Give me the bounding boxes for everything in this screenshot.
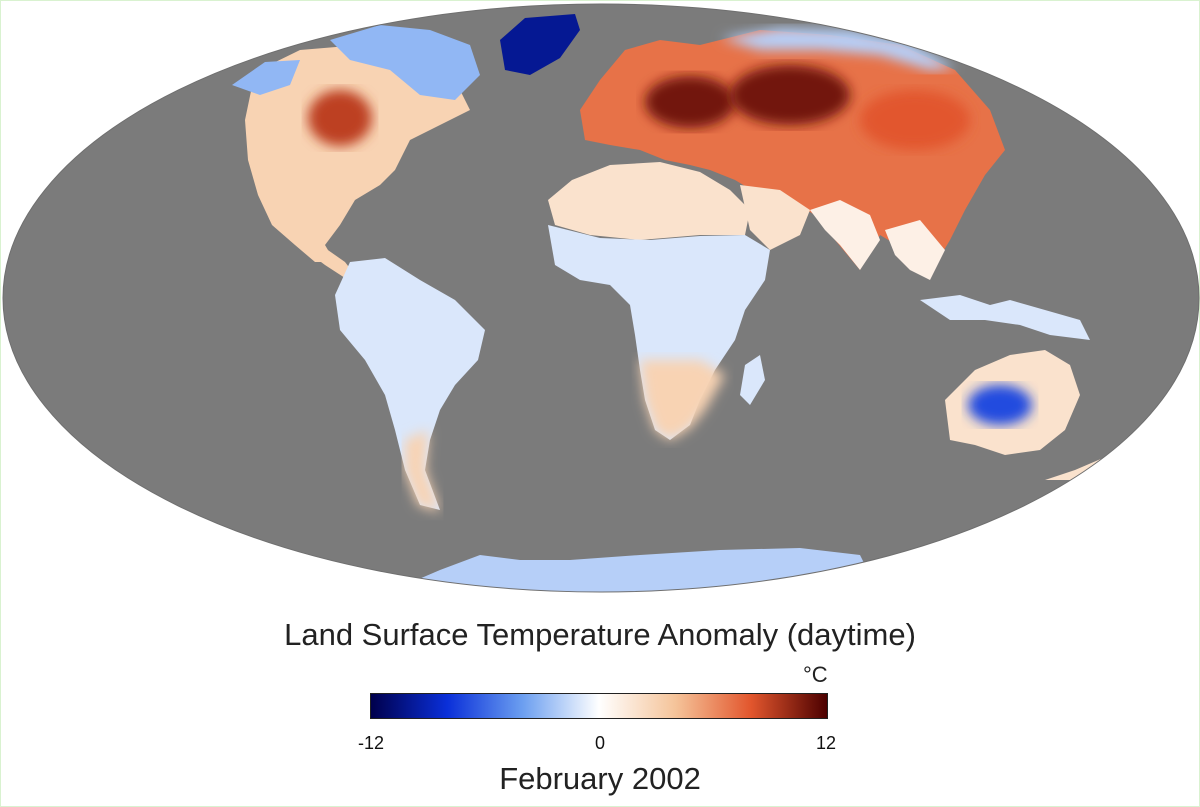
region-madagascar [740, 355, 765, 405]
region-central-africa [548, 225, 770, 440]
region-canadian-arctic [330, 25, 480, 100]
region-south-america [335, 258, 485, 510]
region-north-america [245, 45, 470, 262]
region-siberia-east [860, 90, 970, 150]
region-india-southeast-asia [810, 200, 880, 270]
region-north-africa [548, 162, 750, 240]
region-central-america [300, 232, 355, 278]
map-date: February 2002 [499, 761, 701, 796]
region-greenland [500, 14, 580, 75]
region-australia-west [968, 385, 1032, 425]
colorbar-tick-min: -12 [357, 733, 385, 753]
colorbar-tick-zero: 0 [594, 733, 606, 753]
unit-label: °C [803, 662, 828, 687]
region-patagonia [405, 430, 440, 512]
region-southern-africa [640, 360, 725, 440]
region-indochina [885, 220, 945, 280]
region-siberia-hotspot [730, 65, 850, 125]
colorbar-tick-max: 12 [815, 733, 837, 753]
colorbar [370, 693, 828, 719]
region-maritime-southeast-asia [920, 295, 1090, 340]
region-arabia [740, 185, 810, 250]
region-alaska [232, 60, 300, 95]
region-arctic-russia [720, 28, 955, 70]
region-central-eurasia-hotspot [645, 76, 735, 128]
map-title: Land Surface Temperature Anomaly (daytim… [284, 617, 916, 652]
globe-outline [2, 3, 1200, 593]
world-map [2, 3, 1200, 593]
region-great-lakes-hotspot [308, 90, 372, 146]
